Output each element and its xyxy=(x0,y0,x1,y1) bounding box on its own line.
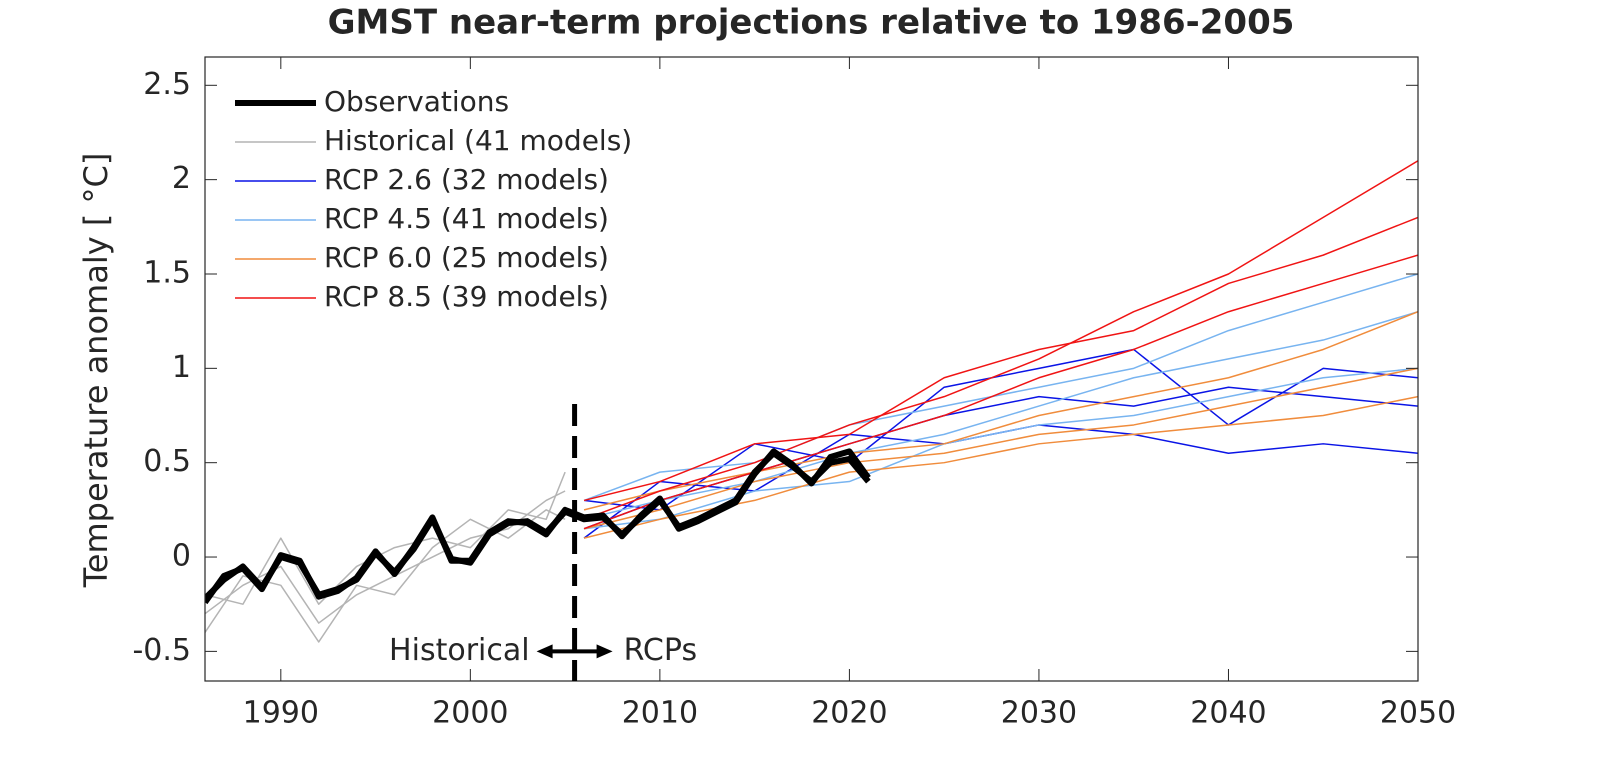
plot-lines xyxy=(205,160,1418,643)
y-tick-label: 1.5 xyxy=(143,255,191,290)
model-line xyxy=(583,216,1418,502)
x-tick-label: 2000 xyxy=(432,696,508,731)
arrow-head xyxy=(536,644,553,659)
x-tick-label: 2010 xyxy=(622,696,698,731)
model-line xyxy=(583,395,1418,539)
model-line xyxy=(583,160,1418,520)
chart-title: GMST near-term projections relative to 1… xyxy=(328,3,1295,43)
legend-label: Observations xyxy=(324,85,509,118)
x-tick-label: 2050 xyxy=(1380,696,1456,731)
y-tick-label: 2.5 xyxy=(143,67,191,102)
model-line xyxy=(583,367,1418,530)
plot-frame xyxy=(204,56,1419,682)
x-tick-label: 2040 xyxy=(1190,696,1266,731)
y-axis-label: Temperature anomaly [ °C] xyxy=(77,153,115,589)
y-tick-label: 0.5 xyxy=(143,444,191,479)
y-tick-label: 1 xyxy=(172,350,191,385)
x-tick-label: 2030 xyxy=(1001,696,1077,731)
legend-label: Historical (41 models) xyxy=(324,124,632,157)
model-line xyxy=(583,386,1418,530)
arrow-head xyxy=(596,644,613,659)
model-line xyxy=(205,450,871,601)
legend-label: RCP 8.5 (39 models) xyxy=(324,280,609,313)
legend-label: RCP 6.0 (25 models) xyxy=(324,241,609,274)
model-line xyxy=(583,311,1418,511)
model-line xyxy=(583,254,1418,530)
model-line xyxy=(583,367,1418,530)
x-tick-label: 1990 xyxy=(243,696,319,731)
x-tick-label: 2020 xyxy=(811,696,887,731)
y-tick-label: -0.5 xyxy=(132,633,191,668)
annotation: RCPs xyxy=(624,633,698,668)
y-tick-label: 0 xyxy=(172,539,191,574)
model-line xyxy=(583,311,1418,521)
legend-label: RCP 2.6 (32 models) xyxy=(324,163,609,196)
model-line xyxy=(205,471,566,605)
annotation: Historical xyxy=(389,633,530,668)
y-tick-label: 2 xyxy=(172,161,191,196)
legend-label: RCP 4.5 (41 models) xyxy=(324,202,609,235)
